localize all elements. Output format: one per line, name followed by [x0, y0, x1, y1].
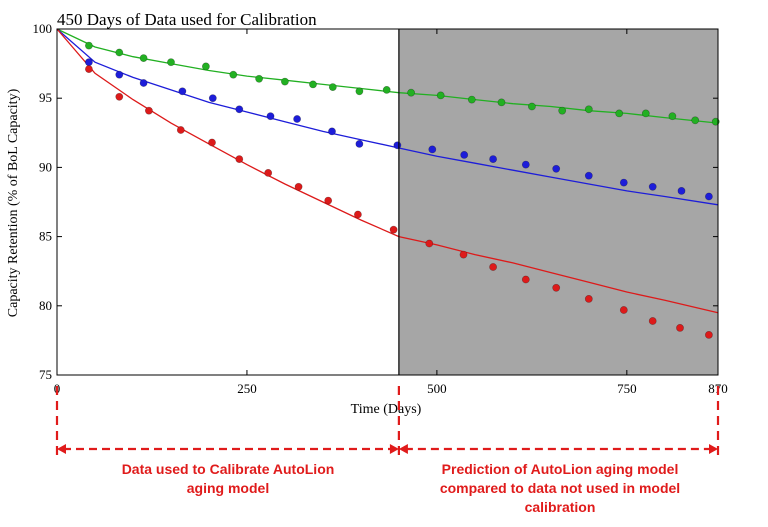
data-point-series-2 — [293, 115, 301, 123]
fit-curve-1 — [56, 28, 719, 124]
data-point-series-3 — [353, 210, 362, 219]
y-axis-label: Capacity Retention (% of BoL Capacity) — [6, 88, 21, 317]
data-point-series-3 — [705, 330, 713, 339]
data-point-series-1 — [167, 58, 175, 67]
fit-curves — [56, 28, 719, 314]
data-point-series-3 — [294, 182, 303, 191]
data-point-series-2 — [208, 94, 217, 103]
data-point-series-2 — [355, 139, 364, 148]
data-point-series-1 — [229, 70, 238, 79]
chart-title: 450 Days of Data used for Calibration — [57, 10, 317, 29]
data-point-series-3 — [235, 155, 244, 163]
data-point-series-1 — [436, 91, 445, 100]
data-point-series-3 — [459, 250, 468, 259]
data-point-series-1 — [355, 87, 364, 96]
data-point-series-2 — [328, 127, 336, 136]
prediction-range-arrow-head — [709, 444, 718, 454]
data-point-series-2 — [235, 105, 244, 114]
data-point-series-3 — [176, 126, 185, 134]
data-point-series-1 — [139, 54, 148, 62]
data-point-series-1 — [558, 106, 567, 115]
x-tick-label: 250 — [237, 381, 257, 396]
data-point-series-1 — [309, 80, 317, 89]
prediction-region — [398, 29, 718, 375]
y-tick-label: 85 — [39, 229, 52, 244]
data-point-series-1 — [255, 74, 263, 83]
data-point-series-1 — [382, 86, 391, 94]
data-point-series-1 — [201, 62, 210, 71]
data-point-series-3 — [489, 263, 497, 271]
fit-curve-3 — [56, 28, 719, 314]
data-point-series-2 — [393, 141, 402, 150]
data-point-series-1 — [407, 88, 415, 97]
data-point-series-1 — [584, 105, 593, 114]
data-point-series-1 — [115, 48, 124, 57]
y-tick-label: 75 — [39, 367, 52, 382]
data-point-series-3 — [676, 323, 684, 332]
data-point-series-2 — [648, 182, 657, 191]
prediction-range-arrow-head — [398, 444, 408, 454]
plot-border — [56, 28, 719, 376]
data-point-series-3 — [208, 138, 216, 147]
prediction-region-shade — [398, 29, 718, 375]
data-point-series-2 — [584, 171, 593, 180]
data-point-series-1 — [641, 109, 650, 118]
data-point-series-1 — [528, 102, 536, 111]
data-point-series-3 — [619, 306, 628, 314]
data-point-series-3 — [389, 225, 398, 234]
calibration-range-arrow-head — [389, 444, 399, 454]
data-point-series-1 — [328, 83, 337, 91]
data-point-series-3 — [85, 65, 93, 73]
plot-frame — [56, 28, 719, 376]
data-point-series-3 — [552, 283, 561, 292]
data-point-series-2 — [428, 145, 437, 154]
data-point-series-2 — [521, 160, 530, 169]
y-tick-label: 95 — [39, 90, 52, 105]
data-point-series-2 — [677, 186, 686, 195]
data-point-series-2 — [460, 150, 469, 159]
data-point-series-3 — [584, 294, 593, 303]
calibration-range-annotation: Data used to Calibrate AutoLion aging mo… — [121, 461, 335, 496]
data-point-series-2 — [552, 164, 561, 173]
range-brackets — [55, 386, 720, 458]
y-tick-label: 80 — [39, 298, 52, 313]
data-point-series-2 — [266, 112, 275, 121]
data-point-series-1 — [691, 116, 700, 125]
data-point-series-2 — [178, 87, 187, 96]
data-point-series-1 — [280, 77, 289, 86]
x-tick-label: 750 — [617, 381, 637, 396]
y-tick-label: 90 — [39, 159, 52, 174]
prediction-range-annotation: Prediction of AutoLion aging model compa… — [439, 461, 681, 515]
data-point-series-2 — [115, 70, 124, 79]
data-point-series-3 — [144, 106, 153, 115]
data-point-series-1 — [85, 41, 93, 50]
data-point-series-3 — [324, 196, 333, 205]
data-point-series-2 — [139, 79, 148, 87]
data-point-series-3 — [425, 239, 434, 248]
data-point-series-3 — [264, 168, 273, 177]
x-tick-label: 500 — [427, 381, 447, 396]
data-point-series-1 — [497, 98, 506, 107]
calibration-range-arrow-head — [57, 444, 66, 454]
data-points — [85, 41, 720, 339]
data-point-series-3 — [648, 317, 657, 325]
data-point-series-3 — [521, 275, 530, 284]
data-point-series-1 — [467, 95, 476, 104]
data-point-series-1 — [668, 112, 677, 121]
data-point-series-1 — [615, 109, 624, 118]
data-point-series-2 — [705, 192, 713, 201]
x-axis-label: Time (Days) — [351, 402, 422, 417]
y-tick-label: 100 — [33, 21, 53, 36]
data-point-series-3 — [115, 92, 124, 101]
data-point-series-2 — [85, 58, 93, 67]
data-point-series-2 — [619, 178, 628, 187]
data-point-series-2 — [489, 155, 497, 163]
fit-curve-2 — [56, 28, 719, 206]
